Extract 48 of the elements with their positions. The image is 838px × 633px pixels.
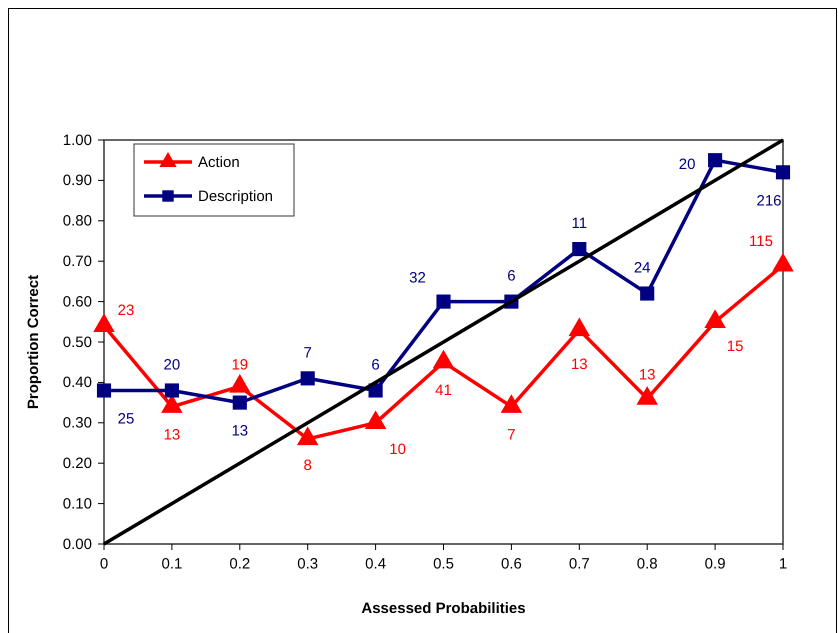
y-tick-label: 0.00 <box>62 536 92 553</box>
y-tick-label: 0.70 <box>62 253 92 270</box>
x-tick-label: 0.7 <box>568 556 590 573</box>
annotation: 8 <box>304 456 312 474</box>
y-tick-label: 1.00 <box>62 132 92 149</box>
y-tick-label: 0.60 <box>62 293 92 310</box>
legend-label: Description <box>198 188 274 205</box>
annotation: 115 <box>749 233 773 250</box>
y-axis-title: Proportion Correct <box>25 274 42 410</box>
x-tick-label: 0.8 <box>636 556 658 573</box>
annotation: 7 <box>507 426 516 444</box>
x-tick-label: 0.3 <box>297 556 318 573</box>
annotation: 15 <box>726 338 744 355</box>
annotation: 41 <box>435 382 452 400</box>
annotation: 25 <box>118 410 134 428</box>
annotation: 6 <box>507 268 516 285</box>
y-tick-label: 0.50 <box>62 334 92 351</box>
y-tick-label: 0.80 <box>62 212 92 230</box>
x-tick-label: 0.2 <box>229 556 250 573</box>
y-tick-label: 0.90 <box>62 172 92 190</box>
x-tick-label: 0.1 <box>161 556 182 573</box>
annotation: 32 <box>409 270 426 287</box>
x-tick-label: 0 <box>100 556 108 573</box>
x-tick-label: 1 <box>778 556 788 573</box>
x-tick-label: 0.5 <box>433 556 454 573</box>
y-tick-label: 0.30 <box>62 414 92 432</box>
annotation: 23 <box>118 302 134 319</box>
annotation: 13 <box>570 356 588 373</box>
x-tick-label: 0.9 <box>704 556 726 573</box>
annotation: 13 <box>164 426 180 444</box>
y-tick-label: 0.20 <box>62 455 92 472</box>
annotation: 19 <box>231 356 248 374</box>
annotation: 10 <box>389 440 406 458</box>
annotation: 6 <box>371 356 380 374</box>
x-tick-label: 0.4 <box>365 556 386 573</box>
annotation: 13 <box>231 422 248 440</box>
annotation: 13 <box>638 366 656 384</box>
y-tick-label: 0.40 <box>62 374 92 392</box>
annotation: 11 <box>572 215 588 232</box>
annotation: 20 <box>678 156 696 174</box>
y-tick-label: 0.10 <box>62 495 92 512</box>
legend-label: Action <box>198 154 240 171</box>
annotation: 24 <box>634 260 651 277</box>
annotation: 20 <box>164 356 180 374</box>
annotation: 216 <box>756 192 782 210</box>
annotation: 7 <box>304 344 312 362</box>
x-tick-label: 0.6 <box>500 556 522 573</box>
x-axis-title: Assessed Probabilities <box>361 600 526 617</box>
